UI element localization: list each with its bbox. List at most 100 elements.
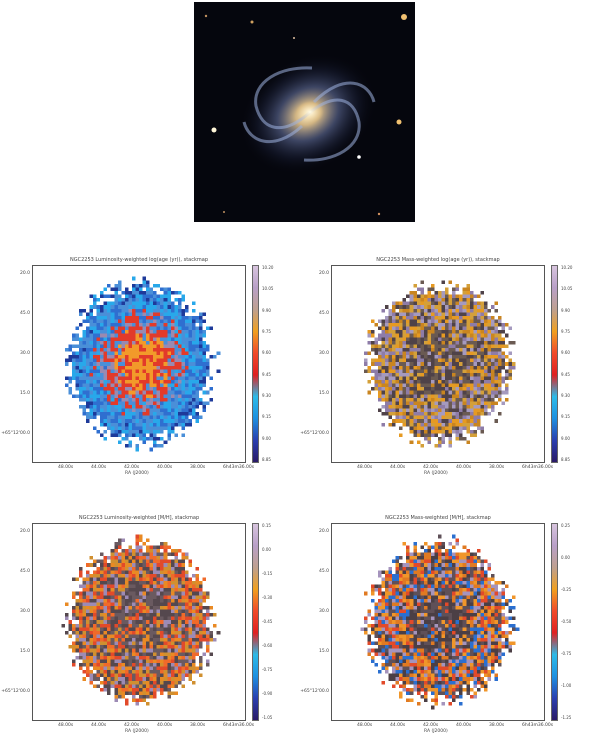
colorbar-tick-label: 9.60 [561, 350, 570, 356]
colorbar-tick-label: 9.30 [561, 393, 570, 398]
x-tick-label: 38.00s [489, 465, 505, 470]
y-tick-label: 45.0 [318, 569, 329, 574]
colorbar-tick-label: 9.15 [561, 414, 570, 420]
y-tick-label: +65°12'00.0 [300, 689, 329, 694]
x-tick-label: 44.00s [91, 723, 107, 728]
x-tick-label: 40.00s [157, 723, 173, 728]
colorbar-tick-label: -0.75 [561, 651, 572, 656]
colorbar-tick-label: -0.25 [561, 587, 572, 592]
x-tick-label: 6h43m36.00s [223, 723, 255, 728]
y-tick-label: 30.0 [318, 351, 329, 356]
colorbar-tick-label: 9.75 [262, 329, 271, 334]
x-tick-label: 6h43m36.00s [223, 465, 255, 470]
stackmap-panel-lw-age: NGC2253 Luminosity-weighted log(age (yr)… [1, 257, 308, 497]
x-tick-label: 44.00s [390, 723, 406, 728]
colorbar [551, 523, 558, 721]
x-axis-label: RA (J2000) [424, 471, 448, 476]
stackmap-panel-mw-met: NGC2253 Mass-weighted [M/H], stackmap 20.… [300, 515, 600, 755]
y-tick-label: +65°12'00.0 [1, 689, 30, 694]
y-tick-label: 30.0 [19, 609, 30, 614]
colorbar-tick-label: 0.15 [262, 523, 271, 528]
colorbar-tick-label: 9.60 [262, 350, 271, 356]
galaxy-icon [204, 14, 407, 216]
colorbar-tick-label: -0.50 [561, 619, 572, 624]
colorbar-tick-label: 10.05 [262, 286, 274, 292]
y-tick-label: 20.0 [19, 529, 30, 534]
colorbar-tick-label: 9.15 [262, 414, 271, 420]
colorbar-tick-label: 8.85 [561, 457, 570, 462]
colorbar-tick-label: 10.05 [561, 286, 573, 292]
y-tick-label: 45.0 [19, 311, 30, 316]
stackmap-panel-lw-met: NGC2253 Luminosity-weighted [M/H], stack… [1, 515, 308, 755]
y-tick-label: 30.0 [318, 609, 329, 614]
colorbar-tick-label: -0.60 [262, 643, 273, 648]
x-axis-label: RA (J2000) [125, 729, 149, 734]
y-tick-label: 15.0 [318, 391, 329, 396]
map-frame [331, 265, 545, 463]
x-tick-label: 44.00s [390, 465, 406, 470]
y-tick-label: 30.0 [19, 351, 30, 356]
y-tick-label: +65°12'00.0 [1, 431, 30, 436]
y-tick-label: 20.0 [318, 271, 329, 276]
colorbar-tick-label: 9.45 [262, 371, 271, 377]
pixel-map [33, 524, 245, 720]
colorbar-tick-label: 0.00 [561, 555, 570, 560]
colorbar-tick-label: 9.90 [561, 307, 570, 313]
panel-title: NGC2253 Luminosity-weighted log(age (yr)… [69, 257, 208, 263]
x-tick-label: 38.00s [190, 723, 206, 728]
y-tick-label: 20.0 [19, 271, 30, 276]
x-tick-label: 38.00s [489, 723, 505, 728]
colorbar-tick-label: -0.75 [262, 667, 273, 672]
colorbar-tick-label: -0.30 [262, 595, 273, 600]
x-tick-label: 40.00s [157, 465, 173, 470]
colorbar-tick-label: 9.30 [262, 393, 271, 398]
x-tick-label: 42.00s [124, 723, 140, 728]
map-frame [331, 523, 545, 721]
map-frame [32, 265, 246, 463]
x-tick-label: 6h43m36.00s [522, 465, 554, 470]
colorbar [252, 523, 259, 721]
colorbar-tick-label: 9.00 [262, 435, 271, 441]
x-tick-label: 48.00s [58, 465, 74, 470]
colorbar-tick-label: 9.45 [561, 371, 570, 377]
colorbar-tick-label: -1.00 [561, 683, 572, 688]
colorbar-tick-label: 9.00 [561, 435, 570, 441]
colorbar-tick-label: 10.20 [262, 265, 274, 270]
colorbar-tick-label: -1.25 [561, 715, 572, 720]
pixel-map [332, 524, 544, 720]
y-tick-label: 15.0 [19, 391, 30, 396]
colorbar-tick-label: -0.15 [262, 571, 273, 576]
y-tick-label: 20.0 [318, 529, 329, 534]
galaxy-image [194, 2, 415, 222]
colorbar-tick-label: 10.20 [561, 265, 573, 270]
colorbar-tick-label: -0.45 [262, 619, 273, 624]
x-tick-label: 6h43m36.00s [522, 723, 554, 728]
map-frame [32, 523, 246, 721]
y-tick-label: 45.0 [318, 311, 329, 316]
y-tick-label: +65°12'00.0 [300, 431, 329, 436]
stackmap-panel-mw-age: NGC2253 Mass-weighted log(age (yr)), sta… [300, 257, 600, 497]
colorbar-tick-label: -0.90 [262, 691, 273, 696]
x-tick-label: 38.00s [190, 465, 206, 470]
panel-title: NGC2253 Luminosity-weighted [M/H], stack… [78, 515, 200, 521]
x-axis-label: RA (J2000) [424, 729, 448, 734]
y-tick-label: 15.0 [19, 649, 30, 654]
x-tick-label: 42.00s [423, 465, 439, 470]
colorbar-tick-label: 0.00 [262, 547, 271, 552]
colorbar-tick-label: 9.75 [561, 329, 570, 334]
colorbar-tick-label: -1.05 [262, 715, 273, 720]
panel-title: NGC2253 Mass-weighted log(age (yr)), sta… [376, 257, 500, 263]
x-tick-label: 40.00s [456, 723, 472, 728]
colorbar [252, 265, 259, 463]
colorbar [551, 265, 558, 463]
panel-title: NGC2253 Mass-weighted [M/H], stackmap [385, 515, 491, 521]
colorbar-tick-label: 0.25 [561, 523, 570, 528]
y-tick-label: 15.0 [318, 649, 329, 654]
y-tick-label: 45.0 [19, 569, 30, 574]
x-tick-label: 42.00s [124, 465, 140, 470]
x-axis-label: RA (J2000) [125, 471, 149, 476]
x-tick-label: 48.00s [357, 465, 373, 470]
colorbar-tick-label: 8.85 [262, 457, 271, 462]
x-tick-label: 42.00s [423, 723, 439, 728]
x-tick-label: 48.00s [357, 723, 373, 728]
